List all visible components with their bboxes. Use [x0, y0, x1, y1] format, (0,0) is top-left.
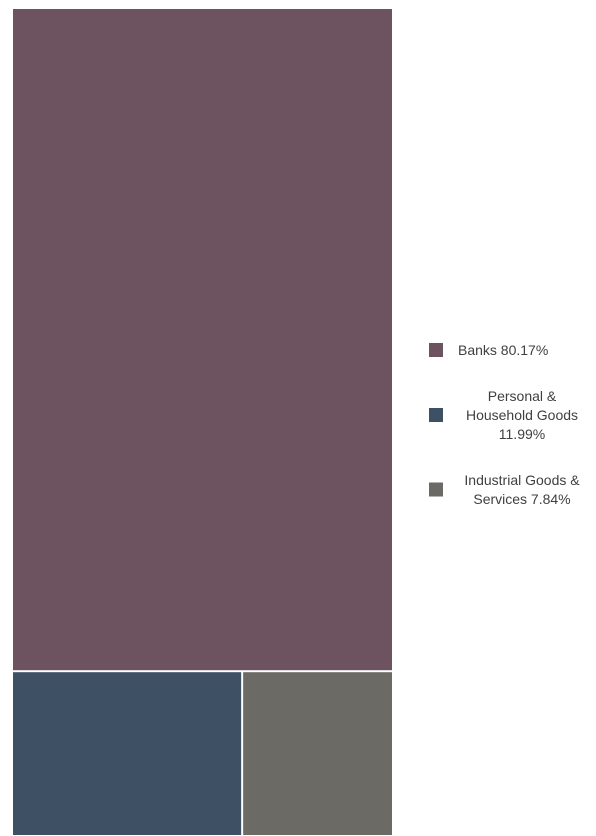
- legend-label-banks-line-1: Banks 80.17%: [458, 342, 548, 358]
- treemap-tiles: [13, 9, 392, 835]
- legend-label-industrial-goods-and-services-line-1: Industrial Goods &: [464, 472, 580, 488]
- legend-swatch-industrial-goods-and-services: [429, 482, 443, 497]
- legend: Banks 80.17% Personal & Household Goods 11.…: [429, 342, 580, 507]
- tile-industrial-goods-and-services: [243, 672, 392, 835]
- legend-item-industrial-goods-and-services: Industrial Goods & Services 7.84%: [429, 472, 580, 507]
- legend-label-personal-and-household-goods-line-2: Household Goods: [466, 407, 578, 423]
- legend-label-personal-and-household-goods-line-3: 11.99%: [499, 426, 545, 442]
- legend-swatch-personal-and-household-goods: [429, 408, 443, 422]
- legend-item-banks: Banks 80.17%: [429, 342, 548, 358]
- legend-label-industrial-goods-and-services-line-2: Services 7.84%: [473, 491, 570, 507]
- tile-banks: [13, 9, 392, 671]
- tile-personal-and-household-goods: [13, 672, 242, 835]
- legend-label-personal-and-household-goods-line-1: Personal &: [488, 388, 557, 404]
- legend-swatch-banks: [429, 343, 443, 357]
- legend-item-personal-and-household-goods: Personal & Household Goods 11.99%: [429, 388, 578, 442]
